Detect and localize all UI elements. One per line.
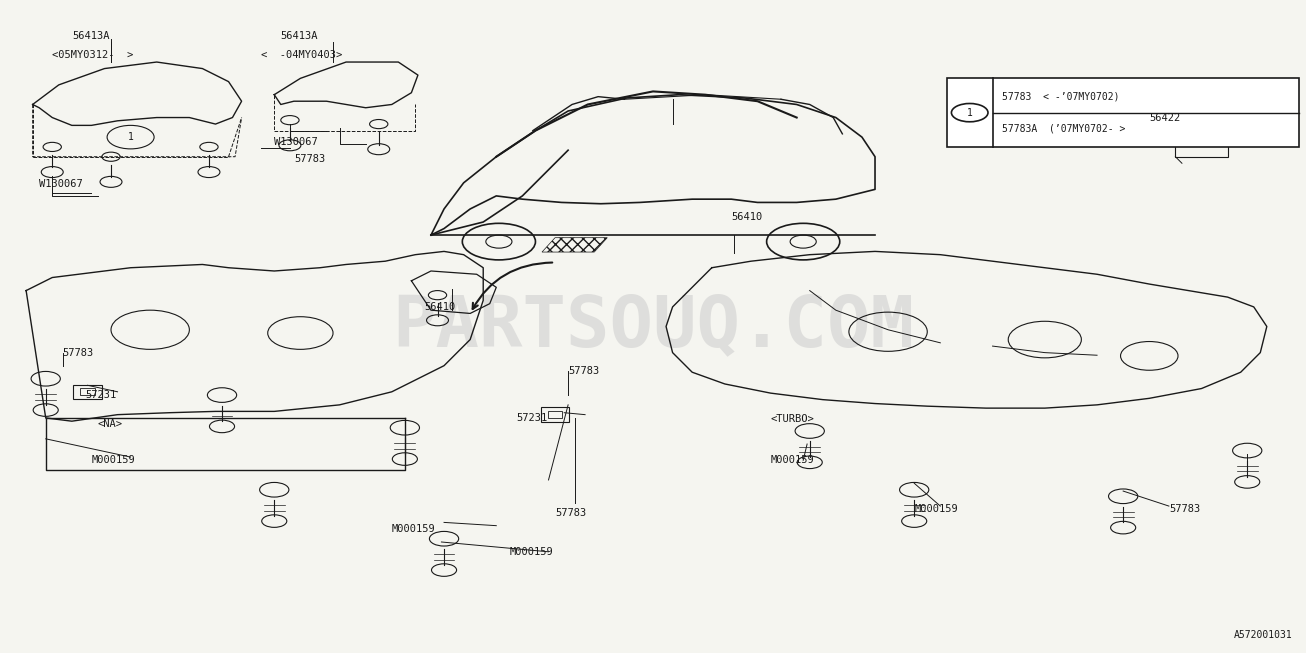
Text: W130067: W130067 — [39, 179, 82, 189]
Text: M000159: M000159 — [91, 455, 135, 466]
Text: 1: 1 — [128, 132, 133, 142]
Text: <TURBO>: <TURBO> — [771, 414, 814, 424]
Text: PARTSOUQ.COM: PARTSOUQ.COM — [392, 292, 914, 361]
Bar — [73, 385, 102, 399]
Text: 56422: 56422 — [1149, 112, 1181, 123]
Text: 57231: 57231 — [516, 413, 547, 423]
Text: 56410: 56410 — [731, 212, 763, 222]
Text: <  -04MY0403>: < -04MY0403> — [261, 50, 342, 60]
Text: 57783  < -’07MY0702): 57783 < -’07MY0702) — [1002, 92, 1119, 102]
Text: A572001031: A572001031 — [1234, 630, 1293, 640]
Text: 57783A  (’07MY0702- >: 57783A (’07MY0702- > — [1002, 123, 1124, 133]
Text: 57783: 57783 — [568, 366, 599, 376]
Text: 56413A: 56413A — [281, 31, 319, 41]
Text: 57783: 57783 — [555, 507, 586, 518]
Text: W130067: W130067 — [274, 137, 317, 148]
Text: 57231: 57231 — [85, 390, 116, 400]
Text: 56413A: 56413A — [72, 31, 110, 41]
Text: <05MY0312-  >: <05MY0312- > — [52, 50, 133, 60]
Text: M000159: M000159 — [914, 504, 957, 515]
Bar — [547, 411, 562, 418]
Bar — [1175, 140, 1228, 157]
FancyBboxPatch shape — [947, 78, 1299, 147]
Text: 56410: 56410 — [424, 302, 456, 312]
Text: M000159: M000159 — [509, 547, 552, 557]
Text: 57783: 57783 — [1169, 504, 1200, 515]
Text: M000159: M000159 — [392, 524, 435, 534]
Text: <NA>: <NA> — [98, 419, 123, 430]
Text: M000159: M000159 — [771, 455, 814, 466]
Text: 57783: 57783 — [63, 347, 94, 358]
Bar — [541, 407, 569, 422]
Text: 57783: 57783 — [294, 154, 325, 165]
Text: 1: 1 — [966, 108, 973, 118]
Bar — [80, 388, 94, 395]
